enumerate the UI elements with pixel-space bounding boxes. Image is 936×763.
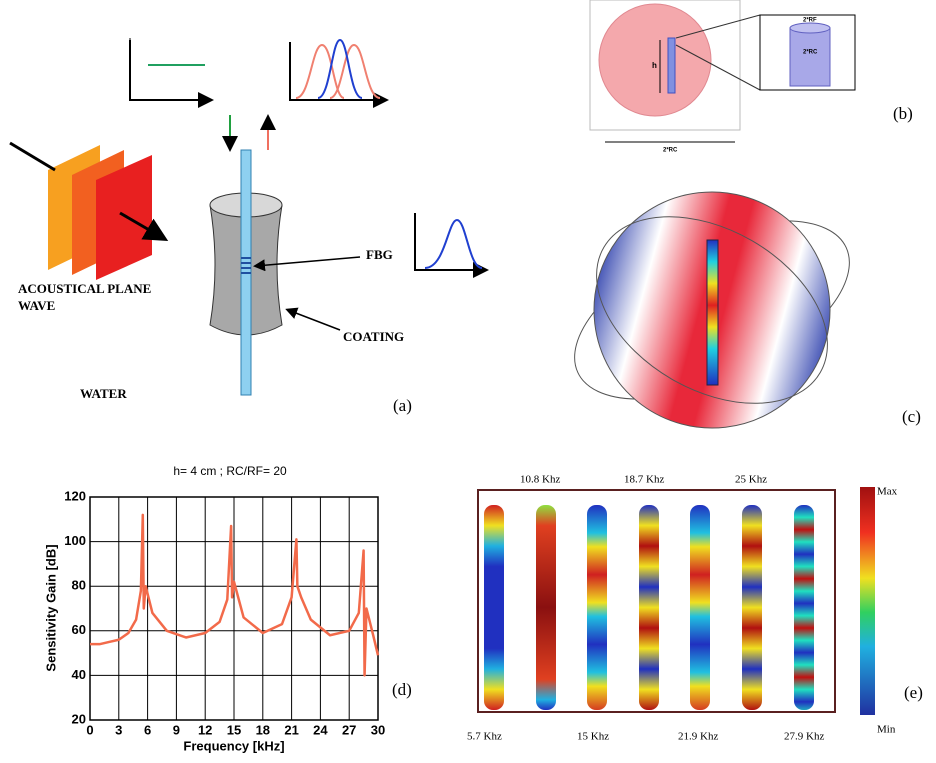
x-tick-label: 30 (371, 722, 385, 737)
y-tick-label: 80 (72, 578, 86, 593)
mode-shape (742, 505, 762, 710)
x-tick-label: 9 (173, 722, 180, 737)
panel-e: 10.8 Khz 18.7 Khz 25 Khz 5.7 Khz 15 Khz … (467, 474, 923, 743)
y-tick-label: 120 (64, 488, 86, 503)
spectrum (425, 220, 482, 268)
x-tick-label: 0 (86, 722, 93, 737)
medium-label: WATER (80, 386, 127, 401)
mode-label: 21.9 Khz (678, 731, 718, 743)
dim-label: 2*RF (803, 18, 817, 24)
mode-label: 27.9 Khz (784, 731, 824, 743)
x-tick-label: 15 (227, 722, 241, 737)
mode-shape (639, 505, 659, 710)
panel-label: (d) (392, 680, 412, 699)
panel-label: (a) (393, 396, 412, 415)
x-tick-label: 21 (284, 722, 298, 737)
x-tick-label: 27 (342, 722, 356, 737)
coating-label: COATING (343, 329, 404, 344)
wave-label: ACOUSTICAL PLANE (18, 281, 151, 296)
mode-label: 25 Khz (735, 474, 767, 486)
spectrum (318, 40, 362, 98)
pointer (288, 310, 340, 330)
mode-label: 5.7 Khz (467, 731, 502, 743)
y-tick-label: 20 (72, 711, 86, 726)
x-tick-label: 24 (313, 722, 328, 737)
colorbar (860, 487, 875, 715)
inset-cylinder (790, 23, 830, 33)
mode-label: 10.8 Khz (520, 474, 560, 486)
mode-shape (690, 505, 710, 710)
mode-shape (587, 505, 607, 710)
mode-shape (536, 505, 556, 710)
dim-label: h (652, 61, 657, 70)
fbg-label: FBG (366, 247, 393, 262)
panel-a: ACOUSTICAL PLANE WAVE WATER FBG COATING … (10, 38, 485, 415)
mode-shape (484, 505, 504, 710)
fiber (707, 240, 718, 385)
y-tick-label: 60 (72, 622, 86, 637)
y-tick-label: 100 (64, 533, 86, 548)
dim-label: 2*RC (803, 50, 818, 56)
mode-label: 15 Khz (577, 731, 609, 743)
panel-b: h 2*RC 2*RF 2*RC (b) (590, 0, 913, 154)
figure: ACOUSTICAL PLANE WAVE WATER FBG COATING … (0, 0, 936, 763)
mode-label: 18.7 Khz (624, 474, 664, 486)
panel-d: h= 4 cm ; RC/RF= 20 Frequency [kHz] Sens… (43, 464, 411, 753)
axes-icon (130, 40, 210, 100)
panel-c: (c) (548, 165, 921, 454)
y-tick-label: 40 (72, 667, 86, 682)
panel-label: (c) (902, 407, 921, 426)
x-axis-label: Frequency [kHz] (183, 738, 284, 753)
panel-label: (e) (904, 683, 923, 702)
panel-label: (b) (893, 104, 913, 123)
sphere (599, 4, 711, 116)
y-axis-label: Sensitivity Gain [dB] (43, 544, 58, 671)
dim-label: 2*RC (663, 148, 678, 154)
x-tick-label: 18 (256, 722, 270, 737)
wave-arrow (10, 143, 55, 170)
colorbar-max: Max (877, 486, 898, 498)
mode-shape (794, 505, 814, 710)
chart-title: h= 4 cm ; RC/RF= 20 (173, 464, 287, 478)
x-tick-label: 6 (144, 722, 151, 737)
cylinder (668, 38, 675, 93)
wave-label: WAVE (18, 298, 55, 313)
x-tick-label: 12 (198, 722, 212, 737)
colorbar-min: Min (877, 724, 896, 736)
x-tick-label: 3 (115, 722, 122, 737)
inset-cylinder (790, 28, 830, 86)
